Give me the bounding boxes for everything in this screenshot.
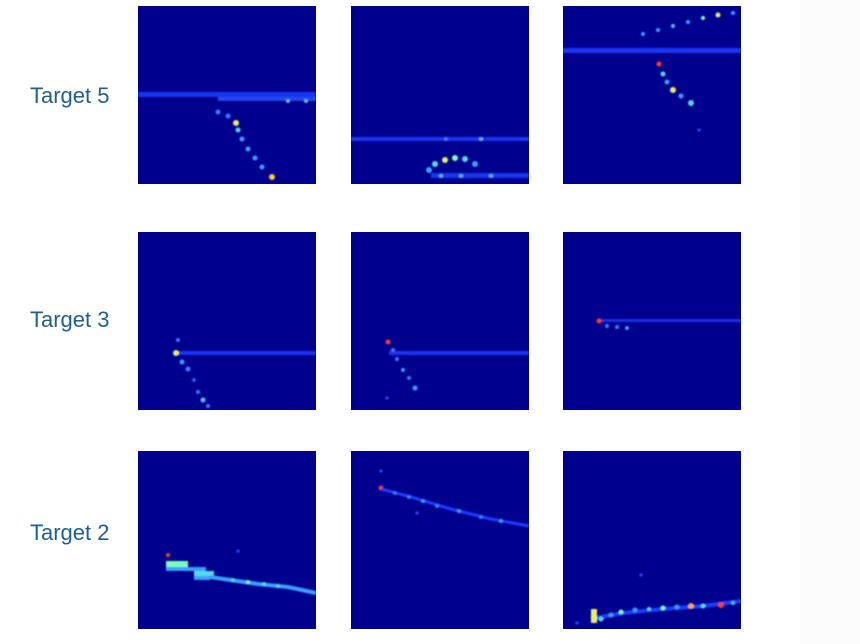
target3-panel2: [351, 232, 529, 410]
target2-panel1: [138, 451, 316, 629]
row-label-target-3: Target 3: [30, 307, 110, 332]
row-label-target-5: Target 5: [30, 83, 110, 108]
target3-panel1: [138, 232, 316, 410]
target5-panel2: [351, 6, 529, 184]
right-margin: [800, 0, 860, 644]
target2-panel3: [563, 451, 741, 629]
row-label-target-2: Target 2: [30, 520, 110, 545]
target3-panel3: [563, 232, 741, 410]
target5-panel1: [138, 6, 316, 184]
target5-panel3: [563, 6, 741, 184]
target2-panel2: [351, 451, 529, 629]
